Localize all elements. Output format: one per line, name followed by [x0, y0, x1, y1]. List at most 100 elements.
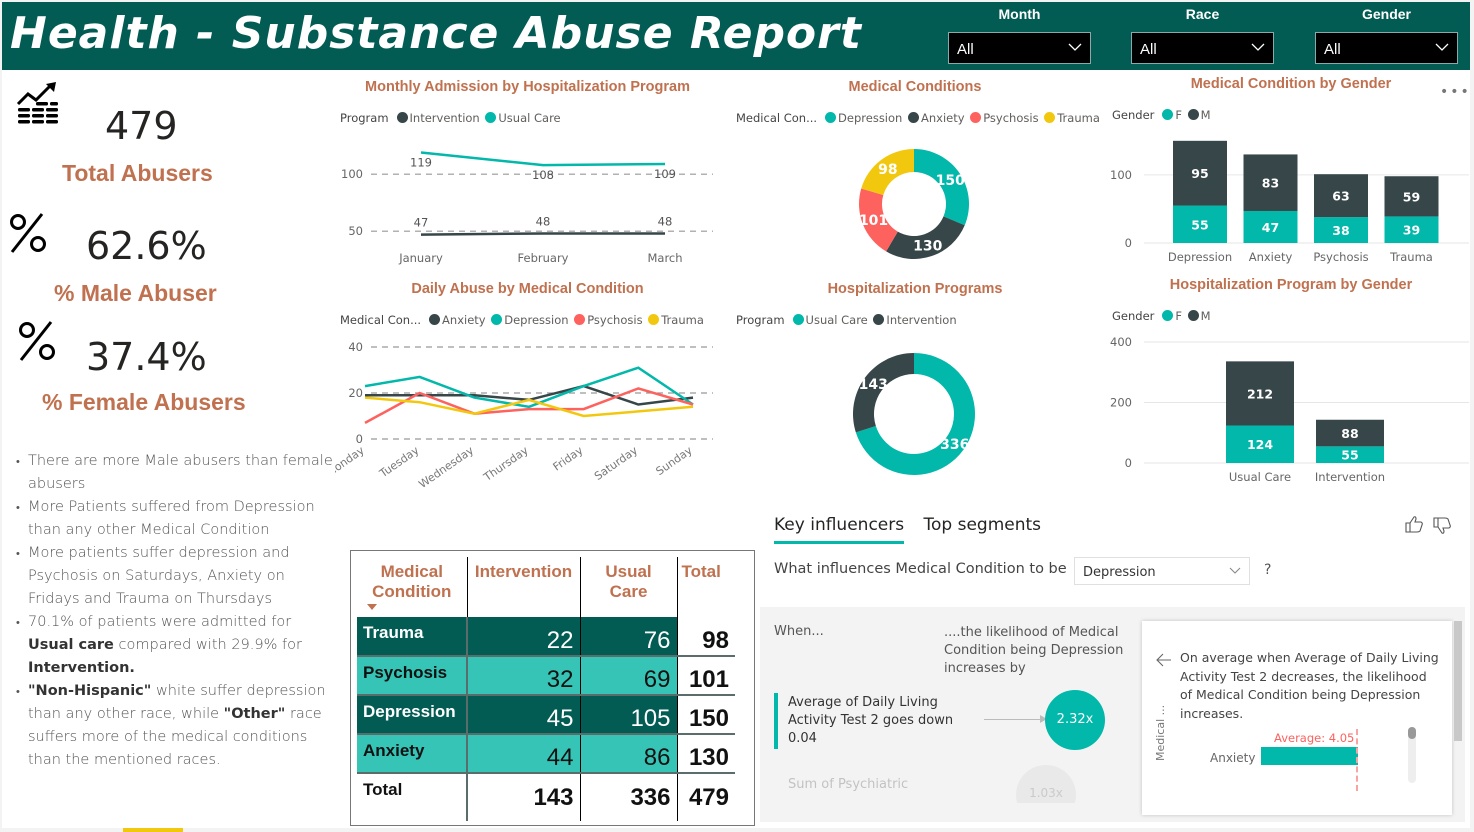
data-label: 109: [654, 167, 676, 181]
ki-influencer-row-1[interactable]: Average of Daily Living Activity Test 2 …: [774, 689, 1134, 750]
slice-label: 98: [878, 162, 897, 178]
data-label: 48: [536, 214, 551, 228]
legend-title: Program: [340, 111, 389, 125]
thumbs-up-icon[interactable]: [1404, 515, 1424, 533]
matrix-row[interactable]: Depression 45 105 150: [357, 695, 735, 735]
legend-dot-trauma: [1044, 112, 1056, 123]
bar-psychosis-f[interactable]: [1314, 217, 1368, 243]
slice-depression[interactable]: [914, 149, 969, 226]
ki-average-label: Average: 4.05: [1274, 731, 1355, 745]
legend-monthly-admission: Program Intervention Usual Care: [340, 111, 561, 125]
series-line-intervention[interactable]: [420, 232, 665, 236]
x-tick-label: Usual Care: [1229, 470, 1291, 484]
matrix-row[interactable]: Trauma 22 76 98: [357, 617, 735, 657]
series-line-usual-care[interactable]: [420, 151, 666, 167]
matrix-row-label: Anxiety: [357, 734, 468, 774]
ki-panel-scrollbar[interactable]: [1454, 621, 1462, 741]
insight-item: More Patients suffered from Depression t…: [16, 496, 334, 542]
bar-usual-care-m[interactable]: [1226, 361, 1294, 426]
chart-condition-by-gender: 0 100 55 95 Depression 47 83 Anxiety 38 63 Psychos…: [1110, 140, 1469, 264]
legend-dot-psychosis: [970, 112, 982, 123]
matrix-cell: 86: [580, 734, 678, 774]
ki-target-dropdown[interactable]: Depression: [1074, 557, 1250, 585]
matrix-header-total[interactable]: Total: [681, 562, 721, 581]
legend-item-usual-care[interactable]: Usual Care: [498, 111, 561, 125]
chart-program-by-gender: 0 200 400 124 212 Usual Care 55 88 Intervention: [1110, 335, 1469, 484]
bar-intervention-m[interactable]: [1316, 419, 1384, 447]
matrix-header-condition[interactable]: Medical Condition: [357, 557, 468, 617]
bar-anxiety-f[interactable]: [1243, 210, 1298, 243]
series-line-depression[interactable]: [364, 366, 694, 409]
legend-title: Medical Con...: [340, 313, 422, 327]
bar-depression-f[interactable]: [1173, 205, 1227, 243]
legend-item-male[interactable]: M: [1200, 108, 1211, 122]
ki-average-line: [1356, 729, 1358, 791]
legend-item-psychosis[interactable]: Psychosis: [983, 111, 1039, 125]
bar-depression-m[interactable]: [1173, 140, 1227, 206]
bar-trauma-f[interactable]: [1384, 216, 1439, 243]
legend-item-psychosis[interactable]: Psychosis: [587, 313, 643, 327]
thumbs-down-icon[interactable]: [1432, 517, 1452, 535]
legend-item-anxiety[interactable]: Anxiety: [442, 313, 486, 327]
bar-psychosis-m[interactable]: [1314, 174, 1368, 218]
legend-dot-anxiety: [429, 314, 441, 325]
tab-key-influencers[interactable]: Key influencers: [774, 515, 905, 544]
matrix-header-usual-care[interactable]: Usual Care: [580, 557, 678, 617]
insight-text: There are more Male abusers than female …: [28, 453, 333, 492]
x-tick-label: Psychosis: [1313, 250, 1368, 264]
kpi-male-value: 62.6%: [86, 224, 207, 268]
y-tick-label: 0: [356, 432, 363, 446]
matrix-row[interactable]: Anxiety 44 86 130: [357, 734, 735, 774]
legend-item-intervention[interactable]: Intervention: [886, 313, 957, 327]
series-line-trauma[interactable]: [364, 396, 694, 418]
y-tick-label: 100: [341, 167, 363, 181]
data-label: 83: [1262, 176, 1279, 191]
y-tick-label: 200: [1110, 396, 1132, 410]
ki-bar[interactable]: [1261, 747, 1358, 765]
ki-influencer-text: Average of Daily Living Activity Test 2 …: [788, 695, 954, 746]
bar-usual-care-f[interactable]: [1226, 425, 1294, 463]
ki-influencer-row-2[interactable]: Sum of Psychiatric 1.03x: [774, 763, 1134, 803]
x-tick-label: Intervention: [1315, 470, 1385, 484]
legend-item-depression[interactable]: Depression: [504, 313, 569, 327]
back-arrow-icon[interactable]: [1156, 653, 1172, 667]
more-options-icon[interactable]: •••: [1440, 84, 1471, 100]
data-label: 95: [1191, 166, 1208, 181]
data-label: 55: [1341, 448, 1358, 463]
slice-intervention[interactable]: [853, 353, 914, 433]
bar-trauma-m[interactable]: [1384, 176, 1439, 217]
chart-monthly-admission: 50 100 January February March 47 48 48 119 108 109: [341, 151, 713, 265]
legend-item-usual-care[interactable]: Usual Care: [805, 313, 868, 327]
slice-usual-care[interactable]: [855, 353, 975, 475]
slicer-race-label: Race: [1185, 6, 1220, 22]
slicer-gender-dropdown[interactable]: All: [1315, 32, 1458, 64]
ki-scroll-thumb[interactable]: [1408, 727, 1416, 739]
series-line-psychosis[interactable]: [364, 387, 694, 424]
legend-dot-trauma: [648, 314, 660, 325]
tab-top-segments[interactable]: Top segments: [923, 515, 1042, 535]
bar-anxiety-m[interactable]: [1243, 154, 1298, 211]
legend-item-anxiety[interactable]: Anxiety: [921, 111, 965, 125]
matrix-header-intervention[interactable]: Intervention: [467, 557, 581, 617]
legend-item-trauma[interactable]: Trauma: [661, 313, 704, 327]
legend-item-trauma[interactable]: Trauma: [1057, 111, 1100, 125]
data-label: 88: [1341, 426, 1358, 441]
legend-item-male[interactable]: M: [1200, 309, 1211, 323]
legend-item-intervention[interactable]: Intervention: [409, 111, 480, 125]
x-tick-label: Trauma: [1389, 250, 1433, 264]
matrix-row[interactable]: Psychosis 32 69 101: [357, 656, 735, 696]
slicer-race: Race All: [1131, 6, 1274, 64]
slice-anxiety[interactable]: [886, 216, 965, 259]
slice-trauma[interactable]: [861, 149, 914, 195]
slicer-race-dropdown[interactable]: All: [1131, 32, 1274, 64]
matrix-cell: 105: [580, 695, 678, 735]
bar-intervention-f[interactable]: [1316, 446, 1384, 463]
legend-item-female[interactable]: F: [1175, 309, 1183, 323]
ki-scrollbar[interactable]: [1408, 727, 1416, 783]
legend-title: Gender: [1112, 309, 1155, 323]
slicer-month-dropdown[interactable]: All: [948, 32, 1091, 64]
legend-item-female[interactable]: F: [1175, 108, 1183, 122]
slice-psychosis[interactable]: [859, 188, 898, 252]
legend-dot-male: [1187, 109, 1199, 120]
legend-item-depression[interactable]: Depression: [838, 111, 903, 125]
